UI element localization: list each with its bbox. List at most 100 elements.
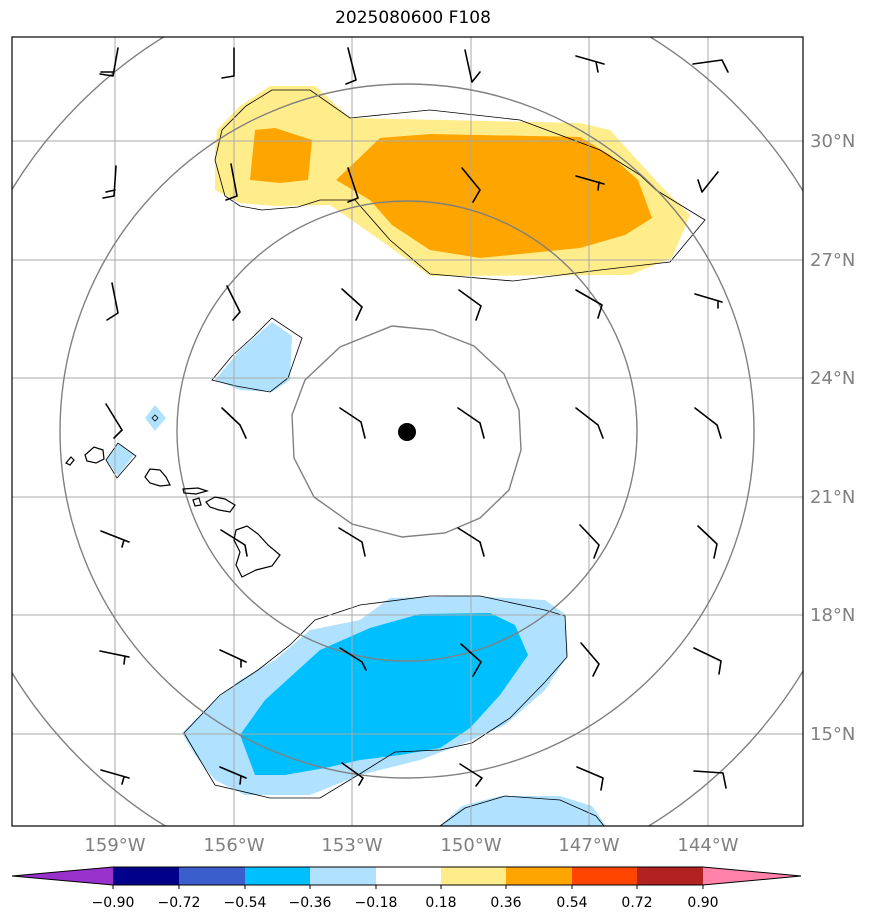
island-big-island bbox=[233, 525, 281, 578]
lon-label: 159°W bbox=[84, 835, 145, 856]
wind-barb bbox=[693, 647, 722, 675]
wind-barb bbox=[220, 529, 248, 557]
contour-line bbox=[214, 89, 706, 282]
colorbar-segment bbox=[572, 867, 637, 885]
colorbar-segment bbox=[113, 867, 179, 885]
island-kauai bbox=[84, 446, 105, 464]
wind-barb bbox=[697, 171, 719, 193]
wind-barb bbox=[341, 288, 363, 321]
island-oahu bbox=[144, 468, 171, 487]
wind-barb bbox=[345, 47, 357, 85]
colorbar-tick-label: 0.36 bbox=[490, 895, 521, 911]
island-lanai bbox=[192, 497, 202, 507]
map-title: 2025080600 F108 bbox=[335, 8, 491, 28]
wind-barb bbox=[221, 47, 235, 79]
negative-region-light bbox=[106, 443, 134, 476]
wind-barb bbox=[339, 407, 366, 439]
contour-line bbox=[211, 317, 303, 393]
colorbar-extend-low bbox=[12, 867, 113, 885]
wind-barb bbox=[459, 763, 483, 787]
contour-line bbox=[151, 414, 159, 422]
wind-barb bbox=[338, 527, 366, 557]
colorbar-tick-label: −0.36 bbox=[289, 895, 332, 911]
wind-barb bbox=[692, 59, 729, 73]
range-rings bbox=[12, 37, 803, 826]
range-ring bbox=[291, 325, 522, 538]
wind-barb bbox=[347, 167, 359, 203]
wind-barb bbox=[575, 55, 605, 73]
wind-barbs bbox=[99, 47, 729, 791]
wind-barb bbox=[99, 47, 119, 77]
wind-barb bbox=[461, 167, 481, 203]
longitude-labels: 159°W 156°W 153°W 150°W 147°W 144°W bbox=[84, 835, 738, 856]
latitude-labels: 30°N 27°N 24°N 21°N 18°N 15°N bbox=[810, 131, 855, 745]
colorbar-tick-label: −0.18 bbox=[355, 895, 398, 911]
coastline bbox=[65, 446, 281, 578]
wind-barb bbox=[105, 403, 123, 439]
wind-barb bbox=[457, 407, 485, 439]
wind-barb bbox=[693, 770, 727, 789]
wind-barb bbox=[580, 642, 600, 677]
graticule bbox=[12, 37, 803, 826]
wind-barb bbox=[575, 289, 603, 319]
wind-barb bbox=[219, 649, 247, 668]
wind-barb bbox=[579, 524, 600, 559]
contour-line bbox=[183, 595, 568, 799]
colorbar-segment bbox=[441, 867, 506, 885]
wind-barb bbox=[219, 766, 247, 785]
wind-barb bbox=[106, 282, 119, 321]
wind-barb bbox=[100, 530, 130, 548]
colorbar-segment bbox=[310, 867, 376, 885]
lat-label: 21°N bbox=[810, 487, 855, 508]
colorbar-tick-label: 0.90 bbox=[687, 895, 718, 911]
lon-label: 144°W bbox=[677, 835, 738, 856]
storm-center-marker bbox=[398, 423, 416, 441]
island-maui bbox=[205, 496, 236, 513]
lat-label: 15°N bbox=[810, 724, 855, 745]
wind-barb bbox=[694, 407, 722, 439]
colorbar-tick-label: −0.90 bbox=[92, 895, 135, 911]
colorbar-segment bbox=[376, 867, 441, 885]
colorbar-tick-label: −0.72 bbox=[158, 895, 201, 911]
negative-region-light bbox=[440, 796, 606, 826]
colorbar-extend-high bbox=[703, 867, 801, 885]
lon-label: 153°W bbox=[321, 835, 382, 856]
wind-barb bbox=[100, 769, 130, 785]
map-frame bbox=[11, 36, 804, 827]
colorbar-segment bbox=[506, 867, 572, 885]
negative-region-dark bbox=[240, 613, 528, 775]
wind-barb bbox=[339, 647, 367, 671]
contour-line bbox=[439, 795, 605, 826]
wind-barb bbox=[225, 163, 238, 201]
negative-region-light bbox=[215, 322, 292, 392]
positive-region-dark bbox=[336, 134, 652, 258]
wind-barb bbox=[341, 762, 364, 786]
lat-label: 24°N bbox=[810, 368, 855, 389]
island-niihau bbox=[65, 456, 75, 466]
lon-label: 156°W bbox=[203, 835, 264, 856]
wind-barb bbox=[697, 525, 718, 559]
positive-region-dark bbox=[250, 128, 312, 183]
wind-barb bbox=[226, 285, 241, 321]
colorbar: −0.90 −0.72 −0.54 −0.36 −0.18 0.18 0.36 … bbox=[11, 866, 802, 911]
colorbar-segment bbox=[637, 867, 703, 885]
contour-lines bbox=[105, 89, 706, 826]
wind-barb bbox=[102, 165, 117, 199]
wind-barb bbox=[460, 643, 482, 677]
colorbar-tick-label: 0.18 bbox=[425, 895, 456, 911]
lat-label: 18°N bbox=[810, 605, 855, 626]
lon-label: 147°W bbox=[558, 835, 619, 856]
colorbar-tick-label: −0.54 bbox=[224, 895, 267, 911]
filled-contours bbox=[106, 86, 690, 826]
wind-barb bbox=[221, 407, 247, 439]
contour-line bbox=[105, 442, 137, 479]
range-ring bbox=[59, 83, 755, 779]
range-ring bbox=[176, 200, 638, 662]
wind-barb bbox=[575, 407, 604, 439]
island-molokai bbox=[182, 487, 210, 495]
wind-barb bbox=[575, 175, 605, 191]
wind-barb bbox=[458, 289, 482, 321]
colorbar-tick-label: 0.72 bbox=[621, 895, 652, 911]
wind-barb bbox=[464, 49, 481, 83]
